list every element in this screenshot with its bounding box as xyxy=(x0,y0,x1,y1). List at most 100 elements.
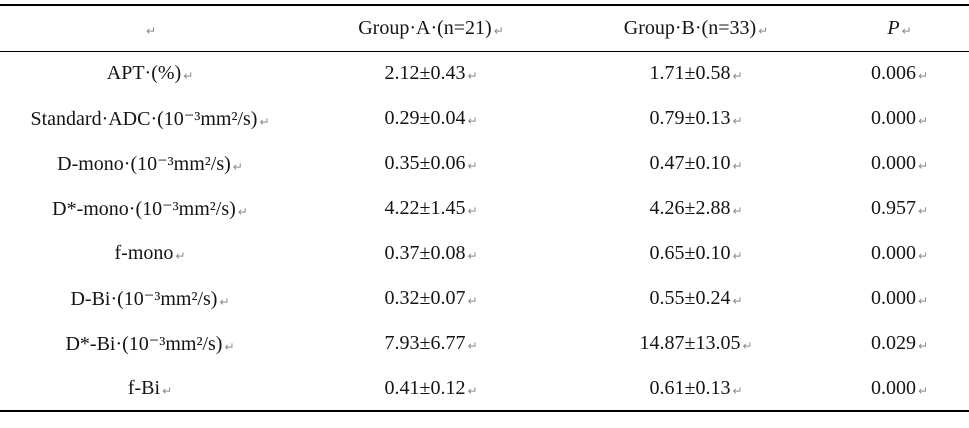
row-label: Standard·ADC·(10⁻³mm²/s) xyxy=(30,108,258,130)
statistics-table: ↵ Group·A·(n=21) ↵ Group·B·(n=33) ↵ P ↵ APT… xyxy=(0,4,969,412)
group-b-value: 0.65±0.10 xyxy=(649,242,731,264)
p-value-cell: 0.029 ↵ xyxy=(830,321,969,366)
row-label-cell: D*-Bi·(10⁻³mm²/s) ↵ xyxy=(0,321,300,366)
header-row: ↵ Group·A·(n=21) ↵ Group·B·(n=33) ↵ P ↵ xyxy=(0,5,969,51)
end-of-cell-mark: ↵ xyxy=(467,294,478,308)
row-label: f-mono xyxy=(114,242,174,264)
row-label: f-Bi xyxy=(127,376,161,399)
row-label-cell: APT·(%) ↵ xyxy=(0,51,300,96)
end-of-cell-mark: ↵ xyxy=(467,204,478,218)
end-of-cell-mark: ↵ xyxy=(917,159,929,173)
table-row: D-Bi·(10⁻³mm²/s) ↵ 0.32±0.07 ↵ 0.55±0.24 ↵ … xyxy=(0,276,969,321)
table-row: D*-mono·(10⁻³mm²/s) ↵ 4.22±1.45 ↵ 4.26±2.8… xyxy=(0,186,969,231)
group-a-cell: 0.32±0.07 ↵ xyxy=(300,276,562,321)
group-b-cell: 0.65±0.10 ↵ xyxy=(562,231,830,276)
header-cell-group-b: Group·B·(n=33) ↵ xyxy=(562,5,830,51)
end-of-cell-mark: ↵ xyxy=(467,114,478,128)
group-b-value: 1.71±0.58 xyxy=(649,62,731,85)
table-row: APT·(%) ↵ 2.12±0.43 ↵ 1.71±0.58 ↵ 0.006 ↵ xyxy=(0,51,969,96)
group-a-cell: 4.22±1.45 ↵ xyxy=(300,186,562,231)
row-label: D-mono·(10⁻³mm²/s) xyxy=(57,153,231,175)
end-of-cell-mark: ↵ xyxy=(917,339,929,353)
end-of-cell-mark: ↵ xyxy=(467,339,478,353)
row-label-cell: D-mono·(10⁻³mm²/s) ↵ xyxy=(0,141,300,186)
group-a-cell: 0.37±0.08 ↵ xyxy=(300,231,562,276)
p-value: 0.000 xyxy=(870,287,916,309)
group-a-cell: 0.29±0.04 ↵ xyxy=(300,96,562,141)
group-a-header-label: Group·A·(n=21) xyxy=(358,16,492,39)
group-a-cell: 2.12±0.43 ↵ xyxy=(300,51,562,96)
p-value: 0.029 xyxy=(870,332,916,354)
p-value-cell: 0.000 ↵ xyxy=(830,231,969,276)
group-b-cell: 1.71±0.58 ↵ xyxy=(562,51,830,96)
row-label: D*-Bi·(10⁻³mm²/s) xyxy=(65,333,223,355)
group-b-cell: 14.87±13.05 ↵ xyxy=(562,321,830,366)
end-of-cell-mark: ↵ xyxy=(467,249,478,263)
header-cell-group-a: Group·A·(n=21) ↵ xyxy=(300,5,562,51)
group-b-cell: 4.26±2.88 ↵ xyxy=(562,186,830,231)
row-label-cell: f-Bi ↵ xyxy=(0,366,300,411)
end-of-cell-mark: ↵ xyxy=(162,383,173,398)
p-value: 0.000 xyxy=(870,152,916,174)
table-body: APT·(%) ↵ 2.12±0.43 ↵ 1.71±0.58 ↵ 0.006 ↵ St… xyxy=(0,51,969,411)
group-b-header-label: Group·B·(n=33) xyxy=(623,16,757,39)
group-b-cell: 0.55±0.24 ↵ xyxy=(562,276,830,321)
row-label-cell: f-mono ↵ xyxy=(0,231,300,276)
end-of-cell-mark: ↵ xyxy=(742,339,753,353)
group-b-value: 14.87±13.05 xyxy=(639,332,741,354)
end-of-cell-mark: ↵ xyxy=(467,159,478,173)
end-of-cell-mark: ↵ xyxy=(732,249,743,263)
table-row: f-Bi ↵ 0.41±0.12 ↵ 0.61±0.13 ↵ 0.000 ↵ xyxy=(0,366,969,411)
table-row: Standard·ADC·(10⁻³mm²/s) ↵ 0.29±0.04 ↵ 0.7… xyxy=(0,96,969,141)
table-row: f-mono ↵ 0.37±0.08 ↵ 0.65±0.10 ↵ 0.000 ↵ xyxy=(0,231,969,276)
p-value-cell: 0.957 ↵ xyxy=(830,186,969,231)
end-of-cell-mark: ↵ xyxy=(219,295,230,309)
row-label: D-Bi·(10⁻³mm²/s) xyxy=(70,288,218,310)
group-b-value: 0.55±0.24 xyxy=(649,287,731,309)
end-of-cell-mark: ↵ xyxy=(493,23,504,38)
group-b-cell: 0.61±0.13 ↵ xyxy=(562,366,830,411)
table-header: ↵ Group·A·(n=21) ↵ Group·B·(n=33) ↵ P ↵ xyxy=(0,5,969,51)
group-a-cell: 0.41±0.12 ↵ xyxy=(300,366,562,411)
end-of-cell-mark: ↵ xyxy=(917,383,929,398)
p-value: 0.957 xyxy=(870,197,916,219)
table-row: D-mono·(10⁻³mm²/s) ↵ 0.35±0.06 ↵ 0.47±0.10… xyxy=(0,141,969,186)
p-value: 0.000 xyxy=(870,242,916,264)
row-label-cell: D-Bi·(10⁻³mm²/s) ↵ xyxy=(0,276,300,321)
header-cell-blank: ↵ xyxy=(0,5,300,51)
group-b-value: 0.79±0.13 xyxy=(649,107,731,129)
group-b-value: 4.26±2.88 xyxy=(649,197,731,219)
end-of-cell-mark: ↵ xyxy=(732,383,743,398)
row-label-cell: D*-mono·(10⁻³mm²/s) ↵ xyxy=(0,186,300,231)
end-of-cell-mark: ↵ xyxy=(145,23,157,38)
p-value-cell: 0.006 ↵ xyxy=(830,51,969,96)
group-a-value: 4.22±1.45 xyxy=(384,197,466,219)
end-of-cell-mark: ↵ xyxy=(467,69,478,84)
end-of-cell-mark: ↵ xyxy=(917,114,929,128)
group-a-value: 0.32±0.07 xyxy=(384,287,466,309)
group-b-value: 0.61±0.13 xyxy=(649,376,731,399)
row-label-cell: Standard·ADC·(10⁻³mm²/s) ↵ xyxy=(0,96,300,141)
group-a-value: 0.29±0.04 xyxy=(384,107,466,129)
end-of-cell-mark: ↵ xyxy=(917,204,929,218)
end-of-cell-mark: ↵ xyxy=(917,249,929,263)
group-a-cell: 0.35±0.06 ↵ xyxy=(300,141,562,186)
group-a-value: 2.12±0.43 xyxy=(384,62,466,85)
end-of-cell-mark: ↵ xyxy=(175,249,186,263)
end-of-cell-mark: ↵ xyxy=(917,294,929,308)
p-value-cell: 0.000 ↵ xyxy=(830,276,969,321)
group-a-value: 0.37±0.08 xyxy=(384,242,466,264)
end-of-cell-mark: ↵ xyxy=(732,114,743,128)
end-of-cell-mark: ↵ xyxy=(732,159,743,173)
end-of-cell-mark: ↵ xyxy=(467,383,478,398)
header-cell-p: P ↵ xyxy=(830,5,969,51)
p-value: 0.000 xyxy=(870,376,916,399)
group-b-cell: 0.79±0.13 ↵ xyxy=(562,96,830,141)
p-value-cell: 0.000 ↵ xyxy=(830,366,969,411)
end-of-cell-mark: ↵ xyxy=(917,69,929,84)
row-label: APT·(%) xyxy=(106,62,182,85)
group-a-cell: 7.93±6.77 ↵ xyxy=(300,321,562,366)
p-value: 0.006 xyxy=(870,62,916,85)
group-a-value: 0.35±0.06 xyxy=(384,152,466,174)
